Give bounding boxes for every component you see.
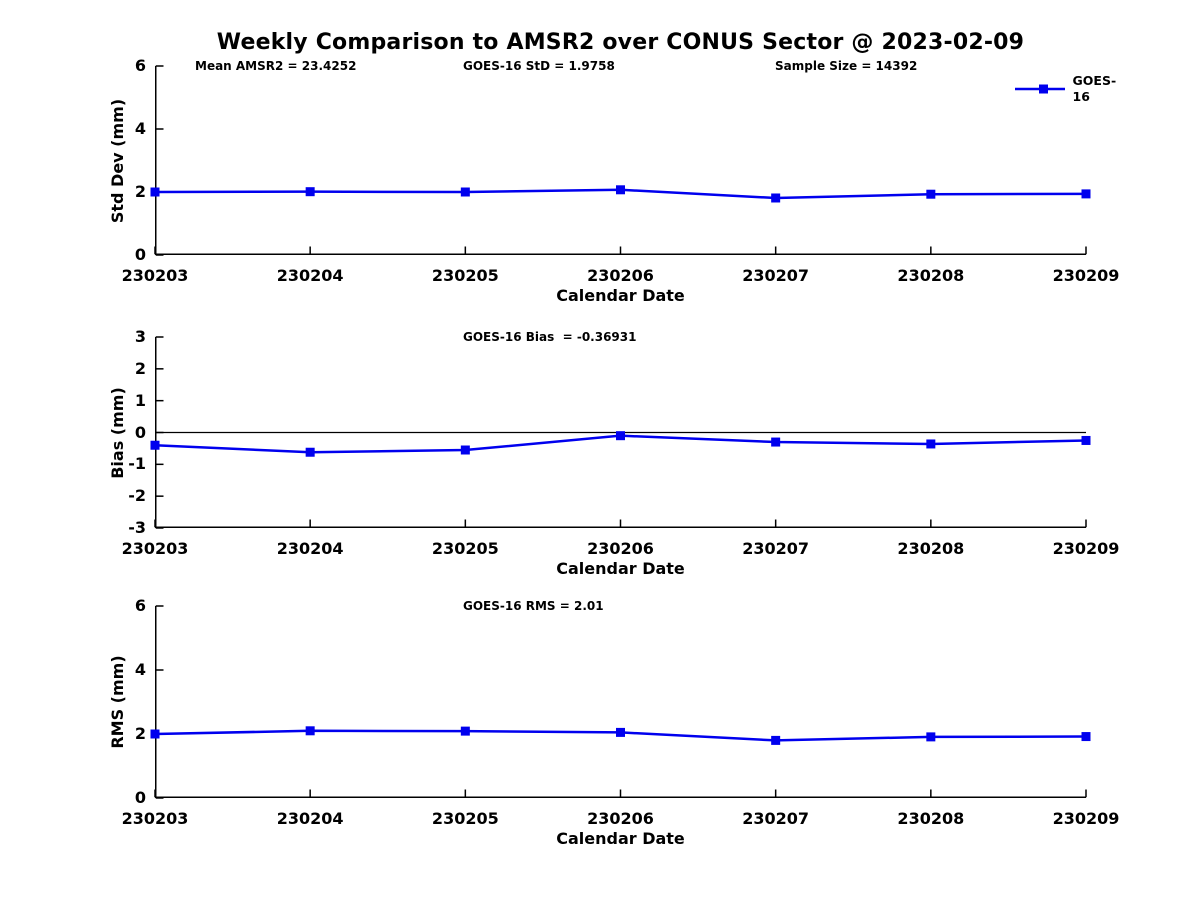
- x-tick-label: 230203: [121, 809, 189, 828]
- y-tick-label: 0: [134, 245, 146, 264]
- x-tick-label: 230203: [121, 266, 189, 285]
- rms-y-axis-label: RMS (mm): [108, 655, 127, 749]
- y-tick-label: 6: [134, 56, 146, 75]
- x-tick-label: 230204: [276, 539, 344, 558]
- annotation-goes16-rms: GOES-16 RMS = 2.01: [463, 599, 604, 613]
- data-point-marker: [460, 187, 470, 197]
- x-tick-label: 230205: [431, 809, 499, 828]
- data-point-marker: [1081, 732, 1091, 742]
- data-point-marker: [771, 193, 781, 203]
- x-tick-label: 230206: [587, 266, 654, 285]
- data-point-marker: [616, 727, 625, 737]
- x-tick-label: 230208: [897, 809, 965, 828]
- annotation-sample-size: Sample Size = 14392: [775, 59, 918, 73]
- data-point-marker: [460, 445, 470, 455]
- y-tick-label: 3: [134, 327, 146, 346]
- y-tick-label: 4: [134, 660, 146, 679]
- data-point-marker: [305, 726, 315, 736]
- x-tick-label: 230209: [1052, 539, 1120, 558]
- stddev-plot-area: [150, 65, 1091, 256]
- y-tick-label: -2: [128, 486, 146, 506]
- data-point-marker: [305, 447, 315, 457]
- data-point-marker: [616, 431, 625, 441]
- data-point-marker: [305, 187, 315, 197]
- data-point-marker: [926, 732, 936, 742]
- y-tick-label: -3: [128, 518, 146, 537]
- x-tick-label: 230205: [431, 266, 499, 285]
- y-tick-label: 2: [134, 182, 146, 201]
- y-tick-label: 2: [134, 358, 146, 378]
- data-point-marker: [150, 187, 160, 197]
- rms-x-axis-label: Calendar Date: [556, 829, 685, 848]
- stddev-y-axis-label: Std Dev (mm): [108, 98, 127, 223]
- y-tick-label: -1: [128, 454, 146, 474]
- bias-plot-area: [150, 336, 1091, 529]
- rms-plot-area: [150, 605, 1091, 799]
- rms-panel: GOES-16 RMS = 2.01 RMS (mm) Calendar Dat…: [108, 598, 1119, 847]
- x-tick-label: 230207: [742, 809, 810, 828]
- x-tick-label: 230205: [431, 539, 499, 558]
- data-point-marker: [926, 439, 936, 449]
- x-tick-label: 230204: [276, 266, 344, 285]
- stddev-panel: Mean AMSR2 = 23.4252 GOES-16 StD = 1.975…: [108, 58, 1119, 304]
- x-tick-label: 230207: [742, 266, 810, 285]
- annotation-goes16-bias: GOES-16 Bias = -0.36931: [463, 330, 637, 344]
- data-point-marker: [1081, 435, 1091, 445]
- y-tick-label: 4: [134, 119, 146, 138]
- data-point-marker: [1081, 189, 1091, 199]
- annotation-mean-amsr2: Mean AMSR2 = 23.4252: [195, 59, 357, 73]
- x-tick-label: 230208: [897, 266, 965, 285]
- legend: GOES-16: [1015, 73, 1125, 104]
- annotation-goes16-std: GOES-16 StD = 1.9758: [463, 59, 615, 73]
- stddev-x-axis-label: Calendar Date: [556, 286, 685, 305]
- data-point-marker: [460, 726, 470, 736]
- x-tick-label: 230206: [587, 809, 654, 828]
- x-tick-label: 230204: [276, 809, 344, 828]
- x-tick-label: 230209: [1052, 266, 1120, 285]
- bias-x-axis-label: Calendar Date: [556, 559, 685, 578]
- x-tick-label: 230207: [742, 539, 810, 558]
- y-tick-label: 0: [134, 788, 146, 807]
- bias-panel: GOES-16 Bias = -0.36931 Bias (mm) Calend…: [108, 329, 1119, 577]
- data-point-marker: [150, 440, 160, 450]
- y-tick-label: 2: [134, 724, 146, 743]
- y-tick-label: 0: [134, 422, 146, 442]
- data-point-marker: [150, 729, 160, 739]
- bias-y-axis-label: Bias (mm): [108, 386, 127, 479]
- x-tick-label: 230206: [587, 539, 654, 558]
- y-tick-label: 6: [134, 596, 146, 615]
- x-tick-label: 230208: [897, 539, 965, 558]
- y-tick-label: 1: [134, 390, 146, 410]
- legend-label: GOES-16: [1072, 73, 1117, 104]
- data-point-marker: [616, 185, 625, 195]
- figure-title: Weekly Comparison to AMSR2 over CONUS Se…: [216, 30, 1025, 55]
- x-tick-label: 230209: [1052, 809, 1120, 828]
- x-tick-label: 230203: [121, 539, 189, 558]
- data-point-marker: [771, 437, 781, 447]
- data-point-marker: [771, 735, 781, 745]
- data-point-marker: [926, 189, 936, 199]
- legend-line-marker-icon: [1015, 84, 1065, 94]
